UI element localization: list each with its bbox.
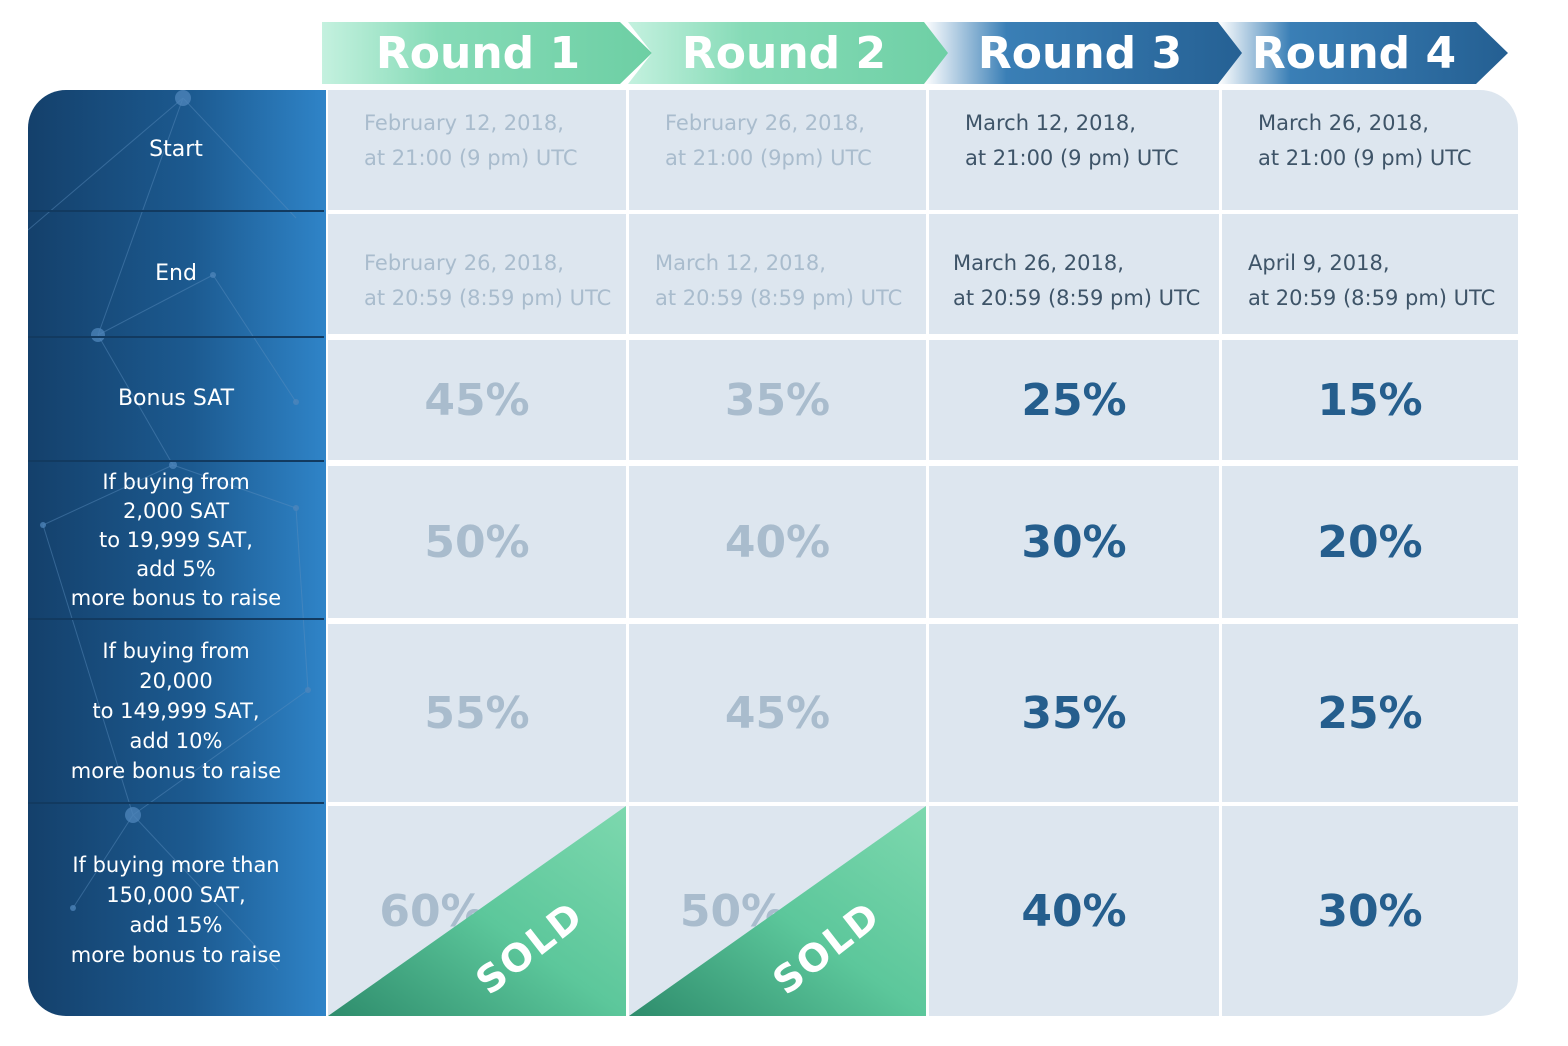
row-label-tier3: If buying more than 150,000 SAT, add 15%… (70, 853, 282, 967)
chevron-shape (1218, 22, 1508, 84)
sold-label: SOLD (467, 892, 592, 1004)
tier3-round-4: 30% (1222, 806, 1518, 1016)
bonus-table: February 12, 2018, at 21:00 (9 pm) UTC F… (328, 90, 1518, 1016)
bonus-round-2: 35% (629, 340, 926, 460)
row-label-end: End (28, 212, 324, 338)
end-round-1: February 26, 2018, at 20:59 (8:59 pm) UT… (328, 214, 626, 334)
tier3-round-2: 50% SOLD (629, 806, 926, 1016)
network-pattern (28, 90, 311, 971)
tier1-round-4: 20% (1222, 466, 1518, 618)
end-round-2: March 12, 2018, at 20:59 (8:59 pm) UTC (629, 214, 926, 334)
start-round-3: March 12, 2018, at 21:00 (9 pm) UTC (929, 90, 1219, 210)
chevron-shape (322, 22, 652, 84)
row-label-bonus: Bonus SAT (28, 338, 324, 462)
tier1-round-3: 30% (929, 466, 1219, 618)
bonus-round-3: 25% (929, 340, 1219, 460)
round-2-label: Round 2 (681, 27, 887, 79)
round-4-header: Round 4 (1218, 22, 1508, 84)
chevron-shape (628, 22, 958, 84)
round-3-label: Round 3 (977, 27, 1183, 79)
end-round-4: April 9, 2018, at 20:59 (8:59 pm) UTC (1222, 214, 1518, 334)
row-label-tier2: If buying from 20,000 to 149,999 SAT, ad… (28, 620, 324, 804)
row-label-tier1: If buying from 2,000 SAT to 19,999 SAT, … (28, 462, 324, 620)
row-label-column: Start End Bonus SAT If buying from 2,000… (28, 90, 326, 1016)
chevron-shape (924, 22, 1254, 84)
start-round-2: February 26, 2018, at 21:00 (9pm) UTC (629, 90, 926, 210)
start-round-4: March 26, 2018, at 21:00 (9 pm) UTC (1222, 90, 1518, 210)
tier1-round-2: 40% (629, 466, 926, 618)
round-1-header: Round 1 (322, 22, 652, 84)
round-4-label: Round 4 (1251, 27, 1457, 79)
round-2-header: Round 2 (628, 22, 958, 84)
bonus-round-1: 45% (328, 340, 626, 460)
end-round-3: March 26, 2018, at 20:59 (8:59 pm) UTC (929, 214, 1219, 334)
round-3-header: Round 3 (924, 22, 1254, 84)
tier2-round-2: 45% (629, 624, 926, 802)
tier2-round-3: 35% (929, 624, 1219, 802)
tier1-round-1: 50% (328, 466, 626, 618)
tier3-round-1: 60% SOLD (328, 806, 626, 1016)
tier2-round-1: 55% (328, 624, 626, 802)
bonus-round-4: 15% (1222, 340, 1518, 460)
start-round-1: February 12, 2018, at 21:00 (9 pm) UTC (328, 90, 626, 210)
row-label-start: Start (28, 90, 324, 212)
tier2-round-4: 25% (1222, 624, 1518, 802)
tier3-round-3: 40% (929, 806, 1219, 1016)
round-1-label: Round 1 (375, 27, 581, 79)
